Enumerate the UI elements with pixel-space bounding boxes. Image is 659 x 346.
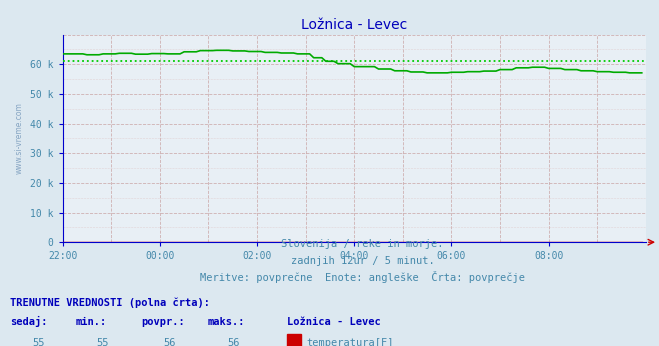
- Text: 55: 55: [96, 338, 108, 346]
- Text: Slovenija / reke in morje.: Slovenija / reke in morje.: [281, 239, 444, 249]
- Text: 55: 55: [32, 338, 44, 346]
- Text: TRENUTNE VREDNOSTI (polna črta):: TRENUTNE VREDNOSTI (polna črta):: [10, 298, 210, 308]
- Text: povpr.:: povpr.:: [142, 317, 185, 327]
- Text: sedaj:: sedaj:: [10, 316, 47, 327]
- Title: Ložnica - Levec: Ložnica - Levec: [301, 18, 407, 32]
- Text: www.si-vreme.com: www.si-vreme.com: [14, 102, 23, 174]
- Text: min.:: min.:: [76, 317, 107, 327]
- Text: 56: 56: [164, 338, 176, 346]
- Text: temperatura[F]: temperatura[F]: [306, 338, 394, 346]
- Text: 56: 56: [228, 338, 240, 346]
- Text: zadnjih 12ur / 5 minut.: zadnjih 12ur / 5 minut.: [291, 256, 434, 266]
- Text: Ložnica - Levec: Ložnica - Levec: [287, 317, 380, 327]
- Text: maks.:: maks.:: [208, 317, 245, 327]
- Text: Meritve: povprečne  Enote: angleške  Črta: povprečje: Meritve: povprečne Enote: angleške Črta:…: [200, 271, 525, 283]
